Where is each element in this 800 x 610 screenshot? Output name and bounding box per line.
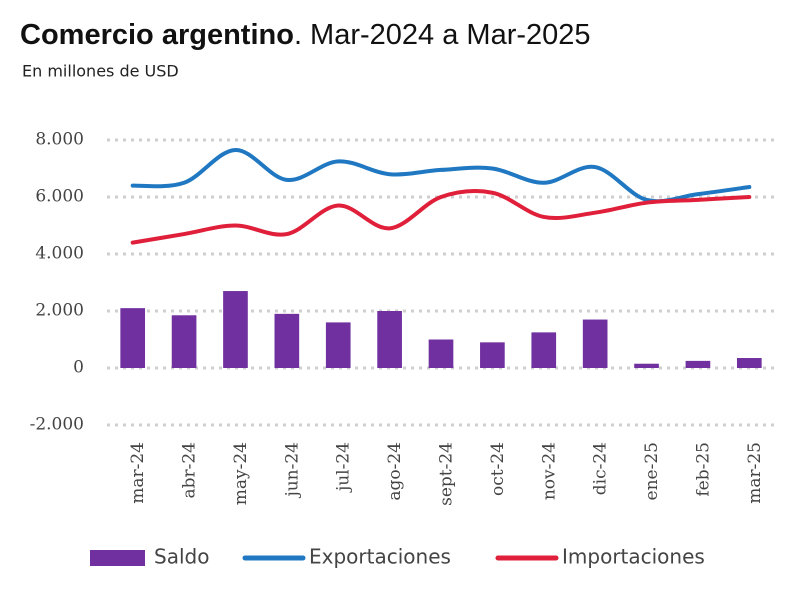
legend-swatch <box>90 550 145 566</box>
bar <box>274 313 300 368</box>
x-tick-label: feb-25 <box>693 442 713 497</box>
x-tick-label: dic-24 <box>591 442 611 495</box>
chart-subtitle: En millones de USD <box>22 62 179 81</box>
y-tick-label: 8.000 <box>35 130 84 150</box>
bar <box>531 332 557 368</box>
bar <box>634 363 659 368</box>
line <box>130 147 752 204</box>
y-tick-label: 2.000 <box>35 301 84 321</box>
bar <box>120 308 146 368</box>
line <box>130 189 752 245</box>
bar <box>480 342 505 368</box>
x-tick-label: sept-24 <box>437 442 457 506</box>
bar <box>223 291 248 368</box>
bar <box>685 360 711 368</box>
x-tick-label: mar-25 <box>745 442 765 504</box>
chart-title: Comercio argentino. Mar-2024 a Mar-2025 <box>20 19 591 51</box>
legend-label: Exportaciones <box>309 545 451 569</box>
x-tick-label: oct-24 <box>488 442 508 496</box>
x-tick-label: ago-24 <box>385 442 405 501</box>
bar <box>428 339 454 368</box>
x-tick-label: jul-24 <box>334 442 354 493</box>
legend-label: Saldo <box>154 545 209 569</box>
title-suffix: . Mar-2024 a Mar-2025 <box>294 19 591 51</box>
y-tick-label: 0 <box>73 358 84 378</box>
y-tick-label: 4.000 <box>35 244 84 264</box>
y-tick-label: -2.000 <box>30 415 84 435</box>
y-tick-label: 6.000 <box>35 187 84 207</box>
legend-label: Importaciones <box>562 545 705 569</box>
bar <box>582 319 608 368</box>
title-main: Comercio argentino <box>20 19 294 51</box>
x-tick-label: nov-24 <box>539 442 559 500</box>
x-tick-label: jun-24 <box>282 442 302 499</box>
bar <box>325 322 351 368</box>
bar <box>736 358 762 368</box>
x-tick-label: abr-24 <box>180 442 200 499</box>
bar <box>171 315 197 368</box>
bar <box>377 311 402 368</box>
x-tick-label: ene-25 <box>642 442 662 500</box>
x-tick-label: may-24 <box>231 442 251 505</box>
x-tick-label: mar-24 <box>128 442 148 504</box>
